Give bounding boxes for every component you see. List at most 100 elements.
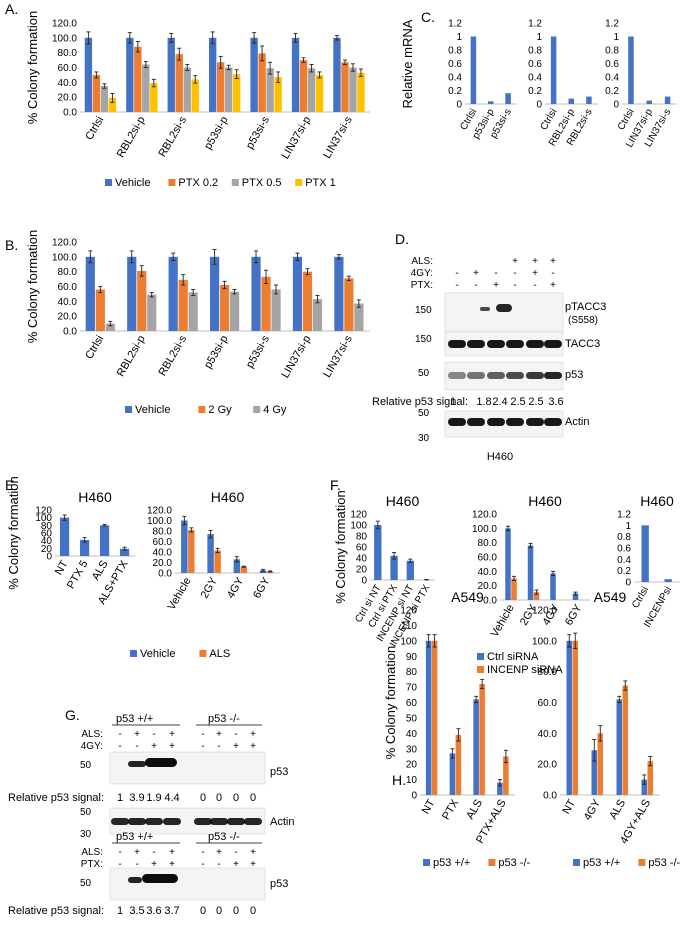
bar — [425, 640, 432, 795]
y-tick-label: 100.0 — [147, 516, 172, 527]
panel-label-E: E. — [5, 477, 18, 493]
bar — [100, 525, 110, 556]
x-category-label: Ctrlsi — [630, 585, 651, 610]
y-axis-label: % Colony formation — [6, 476, 21, 589]
g-sign: - — [201, 741, 204, 752]
y-tick-label: 0.4 — [448, 73, 462, 84]
bar — [572, 640, 579, 795]
x-category-label: ALS — [464, 798, 485, 822]
bar — [181, 520, 188, 573]
x-category-label: PTX 5 — [65, 559, 91, 591]
y-tick-label: 20.0 — [58, 312, 78, 323]
g-sign: + — [151, 741, 157, 752]
bar — [374, 525, 382, 580]
bar — [473, 699, 479, 795]
y-tick-label: 0.6 — [528, 59, 542, 70]
legend-swatch — [573, 859, 580, 866]
y-tick-label: 100.0 — [52, 33, 77, 44]
y-tick-label: 20.0 — [153, 558, 173, 569]
y-tick-label: 40.0 — [153, 548, 173, 559]
bar — [85, 256, 95, 331]
legend-label: Vehicle — [115, 177, 150, 189]
legend-swatch — [168, 179, 176, 186]
g-rel-value: 0 — [200, 905, 206, 917]
blot-band — [145, 758, 177, 767]
d-label-als: ALS: — [411, 256, 433, 267]
bar — [505, 528, 511, 600]
legend-label: ALS — [209, 648, 230, 660]
g-sign: - — [118, 741, 121, 752]
chart-title: H460 — [528, 493, 562, 509]
bar — [233, 74, 241, 112]
g-sign: + — [233, 859, 239, 870]
g-rel-value: 1 — [117, 905, 123, 917]
g-sign: - — [152, 729, 155, 740]
legend-label: Vehicle — [140, 648, 175, 660]
x-category-label: ALS — [607, 798, 628, 822]
g-sign: - — [118, 859, 121, 870]
y-tick-label: 100 — [400, 636, 417, 647]
blot-band — [227, 818, 245, 825]
y-tick-label: 0.6 — [617, 544, 631, 555]
bar — [126, 37, 134, 113]
y-tick-label: 50 — [406, 713, 418, 724]
y-tick-label: 0.8 — [528, 46, 542, 57]
legend-label: p53 +/+ — [433, 857, 470, 869]
bar — [147, 294, 157, 331]
d-sign: - — [533, 280, 536, 291]
y-tick-label: 0 — [536, 100, 542, 111]
legend-label: p53 -/- — [498, 857, 530, 869]
bar — [230, 291, 240, 331]
y-tick-label: 60.0 — [153, 537, 173, 548]
y-tick-label: 90 — [406, 652, 418, 663]
bar — [533, 592, 540, 600]
y-tick-label: 100.0 — [472, 524, 497, 535]
bar — [315, 74, 324, 112]
d-sign: - — [551, 268, 554, 279]
bar — [568, 98, 575, 104]
g-rel-value: 3.6 — [146, 905, 161, 917]
y-tick-label: 60.0 — [58, 282, 78, 293]
x-category-label: RBL2si-p — [115, 334, 148, 379]
d-ptacc3-label: pTACC3 — [565, 301, 606, 313]
panel-label-A: A. — [5, 1, 18, 17]
blot-band — [487, 372, 505, 379]
d-label-4gy: 4GY: — [411, 268, 433, 279]
chart-title: H460 — [78, 489, 112, 505]
chart-title: A549 — [594, 589, 627, 605]
bar — [210, 256, 220, 331]
blot-band — [448, 418, 466, 426]
bar — [646, 100, 653, 104]
blot-band — [467, 340, 485, 348]
g-rel-value: 3.7 — [164, 905, 179, 917]
blot-band — [526, 372, 544, 379]
g-sign: - — [201, 847, 204, 858]
legend-label: PTX 0.5 — [242, 177, 282, 189]
legend-swatch — [253, 406, 261, 413]
bar — [488, 101, 494, 104]
x-category-label: Ctrlsi — [83, 115, 106, 143]
bar — [217, 62, 225, 112]
d-rel-value: 2.5 — [510, 396, 525, 408]
d-actin-label: Actin — [565, 416, 589, 428]
y-tick-label: 0.4 — [528, 73, 542, 84]
bar — [616, 699, 623, 795]
x-category-label: RBL2si-s — [156, 114, 189, 159]
d-rel-value: 3.6 — [548, 396, 563, 408]
bar — [137, 270, 147, 331]
g-sign: + — [250, 729, 256, 740]
g-label-row2: 4GY: — [81, 741, 103, 752]
y-tick-label: 40 — [356, 554, 368, 565]
y-tick-label: 1.2 — [528, 19, 542, 30]
legend-swatch — [488, 859, 496, 866]
bar — [390, 555, 398, 580]
g-sign: + — [233, 741, 239, 752]
g-sign: + — [169, 847, 175, 858]
blot-band — [210, 818, 228, 825]
bar — [225, 67, 233, 112]
y-tick-label: 0.0 — [63, 108, 77, 119]
g-sign: + — [151, 859, 157, 870]
legend-label: p53 -/- — [648, 857, 680, 869]
